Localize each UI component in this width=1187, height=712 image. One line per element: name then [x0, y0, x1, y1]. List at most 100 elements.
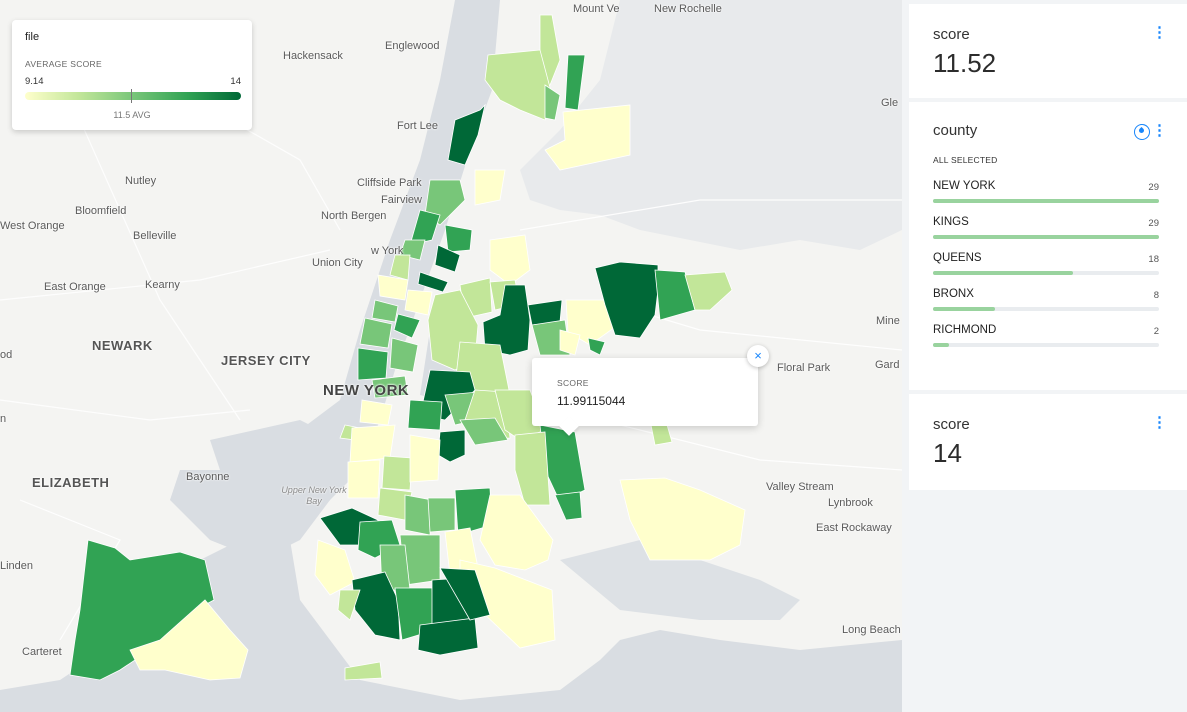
zone-polygon[interactable]: [409, 209, 441, 246]
widget-value: 14: [933, 438, 962, 468]
zone-polygon[interactable]: [544, 104, 631, 171]
zone-polygon[interactable]: [417, 617, 479, 656]
place-label: Mine: [876, 315, 900, 327]
zone-polygon[interactable]: [389, 337, 419, 373]
place-label: Mount Ve: [573, 3, 620, 15]
color-drop-icon[interactable]: [1134, 124, 1150, 140]
zone-polygon[interactable]: [409, 434, 441, 483]
zone-polygon[interactable]: [434, 244, 461, 273]
place-label: Kearny: [145, 279, 180, 291]
county-name: QUEENS: [933, 252, 982, 264]
score-average-widget: score 11.52 ⋮: [909, 4, 1187, 98]
county-item-bronx[interactable]: BRONX 8: [933, 288, 1159, 318]
zone-polygon[interactable]: [404, 289, 433, 316]
county-name: NEW YORK: [933, 180, 996, 192]
place-label: NEWARK: [92, 338, 153, 353]
zone-polygon[interactable]: [381, 455, 413, 491]
count-bar-fill: [933, 271, 1074, 275]
count-bar-track: [933, 235, 1159, 239]
popup-close-button[interactable]: ×: [747, 345, 769, 367]
legend-min: 9.14: [25, 76, 44, 87]
zone-polygon[interactable]: [344, 661, 383, 681]
zone-polygon[interactable]: [459, 417, 509, 446]
place-label: Nutley: [125, 175, 157, 187]
zone-polygon[interactable]: [337, 589, 361, 621]
zone-polygon[interactable]: [371, 375, 409, 399]
zone-polygon[interactable]: [351, 571, 401, 641]
zone-polygon[interactable]: [444, 224, 473, 253]
place-label: New Rochelle: [654, 3, 722, 15]
zone-polygon[interactable]: [314, 539, 356, 596]
choropleth-layer[interactable]: [69, 14, 746, 681]
zone-polygon[interactable]: [479, 494, 554, 571]
widget-menu-icon[interactable]: ⋮: [1152, 414, 1167, 431]
widget-title: score: [933, 416, 970, 433]
water-label: Upper New York Bay: [281, 485, 347, 506]
zone-polygon[interactable]: [619, 477, 746, 561]
zone-polygon[interactable]: [482, 284, 531, 356]
widget-menu-icon[interactable]: ⋮: [1152, 122, 1167, 139]
county-item-kings[interactable]: KINGS 29: [933, 216, 1159, 246]
count-bar-track: [933, 271, 1159, 275]
zone-polygon[interactable]: [565, 299, 619, 346]
count-bar-fill: [933, 235, 1159, 239]
zone-polygon[interactable]: [347, 459, 381, 499]
legend-avg-marker: [131, 89, 132, 103]
place-label: Gard: [875, 359, 900, 371]
zone-polygon[interactable]: [514, 431, 551, 506]
widget-menu-icon[interactable]: ⋮: [1152, 24, 1167, 41]
place-label: Hackensack: [283, 50, 343, 62]
zone-polygon[interactable]: [484, 49, 553, 121]
zone-polygon[interactable]: [559, 329, 581, 356]
zone-polygon[interactable]: [407, 399, 443, 431]
popup-value: 11.99115044: [557, 394, 626, 408]
county-count: 29: [1148, 182, 1159, 193]
place-label: North Bergen: [321, 210, 387, 222]
zone-polygon[interactable]: [684, 271, 733, 311]
zone-polygon[interactable]: [554, 491, 583, 521]
zone-polygon[interactable]: [357, 347, 389, 381]
zone-polygon[interactable]: [417, 271, 449, 293]
zone-polygon[interactable]: [371, 299, 399, 323]
count-bar-fill: [933, 307, 996, 311]
county-item-richmond[interactable]: RICHMOND 2: [933, 324, 1159, 354]
zone-polygon[interactable]: [129, 599, 249, 681]
count-bar-fill: [933, 343, 949, 347]
zone-polygon[interactable]: [594, 261, 659, 339]
place-label: Cliffside Park: [357, 177, 422, 189]
place-label: Englewood: [385, 40, 440, 52]
zone-polygon[interactable]: [587, 337, 606, 356]
county-name: KINGS: [933, 216, 969, 228]
place-label: East Orange: [44, 281, 106, 293]
place-label: East Rockaway: [816, 522, 892, 534]
zone-polygon[interactable]: [544, 84, 561, 121]
place-label: Bloomfield: [75, 205, 127, 217]
legend-card: file AVERAGE SCORE 9.14 14 11.5 AVG: [12, 20, 252, 130]
widget-panel: score 11.52 ⋮ county ⋮ ALL SELECTED NEW …: [902, 0, 1187, 712]
legend-avg-label: 11.5 AVG: [113, 110, 151, 120]
zone-polygon[interactable]: [437, 429, 466, 463]
popup-label: SCORE: [557, 378, 589, 388]
place-label: Fairview: [381, 194, 422, 206]
place-label: n: [0, 413, 7, 425]
zone-polygon[interactable]: [447, 103, 486, 166]
zone-polygon[interactable]: [439, 567, 491, 621]
jamaica-bay: [560, 540, 800, 620]
zone-polygon[interactable]: [359, 399, 393, 426]
count-bar-fill: [933, 199, 1159, 203]
place-label: Belleville: [133, 230, 177, 242]
place-label: ELIZABETH: [32, 475, 110, 490]
count-bar-track: [933, 199, 1159, 203]
zone-polygon[interactable]: [489, 234, 531, 286]
zone-polygon[interactable]: [564, 54, 586, 111]
zone-polygon[interactable]: [474, 169, 506, 206]
map-view[interactable]: Mount Ve New Rochelle Hackensack Englewood G…: [0, 0, 902, 712]
county-item-queens[interactable]: QUEENS 18: [933, 252, 1159, 282]
zone-polygon[interactable]: [359, 317, 393, 349]
place-label: Linden: [0, 560, 34, 572]
zone-polygon[interactable]: [393, 313, 421, 339]
county-count: 2: [1153, 326, 1159, 337]
county-item-new-york[interactable]: NEW YORK 29: [933, 180, 1159, 210]
zone-polygon[interactable]: [377, 274, 409, 301]
zone-polygon[interactable]: [427, 497, 456, 533]
